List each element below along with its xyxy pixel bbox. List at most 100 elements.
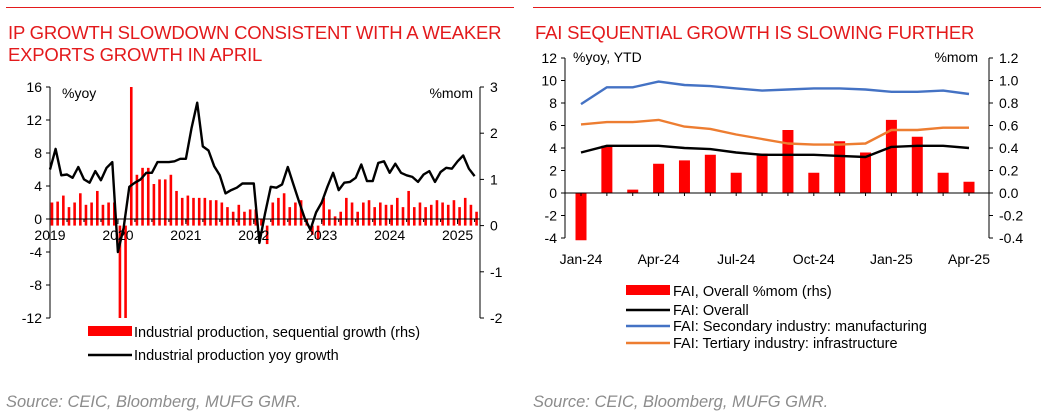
ip-mom-bar <box>446 204 450 226</box>
fai-chart-title: FAI SEQUENTIAL GROWTH IS SLOWING FURTHER <box>535 22 975 43</box>
legend-label-line: Industrial production yoy growth <box>134 348 339 364</box>
ip-mom-bar <box>373 207 376 226</box>
fai-mom-bar <box>885 119 897 193</box>
fai-mom-bar <box>834 141 846 193</box>
right-axis-label: %mom <box>934 49 978 65</box>
ip-mom-bar <box>452 200 456 226</box>
left-y-tick-label: -4 <box>545 230 558 246</box>
ip-mom-bar <box>435 200 439 226</box>
ip-mom-bar <box>50 202 54 226</box>
ip-chart-title: IP GROWTH SLOWDOWN CONSISTENT WITH A WEA… <box>8 22 502 65</box>
fai-mom-bar <box>704 154 716 193</box>
ip-mom-bar <box>158 179 161 226</box>
left-y-tick-label: 8 <box>549 95 557 111</box>
ip-mom-bar <box>463 197 467 226</box>
fai-mom-bar <box>627 189 639 193</box>
fai-mom-bar <box>860 152 872 193</box>
legend-swatch-bar <box>626 285 670 295</box>
right-y-tick-label: 0.6 <box>999 118 1019 134</box>
fai-growth-panel: FAI SEQUENTIAL GROWTH IS SLOWING FURTHER… <box>527 0 1047 419</box>
right-y-tick-label: 0 <box>490 218 498 234</box>
fai-mom-bar <box>756 153 768 193</box>
ip-mom-bar <box>118 225 122 318</box>
right-y-tick-label: -2 <box>490 310 503 326</box>
ip-mom-bar <box>441 202 444 226</box>
ip-mom-bar <box>226 207 229 226</box>
left-y-tick-label: 12 <box>26 112 42 128</box>
ip-mom-bar <box>395 197 399 226</box>
ip-mom-bar <box>79 193 82 226</box>
ip-mom-bar <box>271 202 275 226</box>
fai-mom-bar <box>937 172 949 193</box>
ip-mom-bar <box>328 209 331 226</box>
right-axis-label: %mom <box>429 85 473 101</box>
ip-mom-bar <box>254 209 258 226</box>
ip-mom-bar <box>299 200 303 226</box>
x-category-label: Oct-24 <box>793 251 835 267</box>
left-y-tick-label: 10 <box>541 73 557 89</box>
left-y-tick-label: -2 <box>545 208 558 224</box>
ip-mom-bar <box>197 197 201 226</box>
left-y-tick-label: 8 <box>34 145 42 161</box>
fai-mom-bar <box>808 172 820 193</box>
ip-mom-bar <box>458 207 461 226</box>
ip-mom-bar <box>169 174 173 226</box>
ip-mom-bar <box>152 184 156 226</box>
ip-yoy-line <box>48 101 476 254</box>
ip-mom-bar <box>163 179 167 226</box>
ip-mom-bar <box>192 197 195 226</box>
x-category-label: Apr-24 <box>638 251 680 267</box>
ip-mom-bar <box>294 202 297 226</box>
ip-growth-panel: IP GROWTH SLOWDOWN CONSISTENT WITH A WEA… <box>0 0 520 419</box>
x-category-label: Apr-25 <box>948 251 990 267</box>
right-y-tick-label: -0.2 <box>999 208 1023 224</box>
ip-mom-bar <box>265 225 269 245</box>
ip-mom-bar <box>101 204 105 226</box>
left-y-tick-label: 4 <box>549 140 557 156</box>
ip-mom-bar <box>401 207 405 226</box>
fai-growth-chart: -4 -2 0 2 4 6 8 10 12 -0.4 -0.2 0.0 0.2 0.4 0.6 0.8 1.0 1… <box>541 49 1023 352</box>
left-y-tick-label: 16 <box>26 79 42 95</box>
panel-top-rule <box>6 7 514 8</box>
right-y-tick-label: 0.4 <box>999 140 1019 156</box>
legend-label-line: FAI: Secondary industry: manufacturing <box>673 319 927 335</box>
ip-mom-bar <box>277 197 280 226</box>
left-y-tick-label: 0 <box>34 211 42 227</box>
ip-mom-bar <box>412 207 416 226</box>
ip-mom-bar <box>424 207 427 226</box>
left-y-tick-label: 12 <box>541 50 557 66</box>
fai-manufacturing-line <box>580 80 970 106</box>
ip-mom-bar <box>345 197 348 226</box>
ip-mom-bar <box>84 204 88 226</box>
x-category-label: Jan-24 <box>560 251 603 267</box>
ip-mom-bar <box>124 225 127 318</box>
ip-mom-bar <box>429 204 433 226</box>
right-y-tick-label: -0.4 <box>999 230 1023 246</box>
fai-mom-bar <box>782 130 794 193</box>
legend-label-line: FAI: Tertiary industry: infrastructure <box>673 336 898 352</box>
ip-mom-bar <box>67 207 71 226</box>
right-y-tick-label: 1.2 <box>999 50 1019 66</box>
ip-mom-bar <box>62 195 65 226</box>
right-y-tick-label: 3 <box>490 79 498 95</box>
ip-mom-bar <box>311 225 314 235</box>
ip-mom-bar <box>237 204 241 226</box>
ip-mom-bar <box>107 202 110 226</box>
x-year-label: 2021 <box>170 227 201 243</box>
right-y-tick-label: 2 <box>490 125 498 141</box>
ip-mom-bar <box>350 202 354 226</box>
legend-swatch-bar <box>88 326 132 336</box>
x-year-label: 2019 <box>34 227 65 243</box>
right-y-tick-label: 1.0 <box>999 73 1019 89</box>
ip-mom-bar <box>220 202 224 226</box>
left-y-tick-label: 0 <box>549 185 557 201</box>
fai-mom-bar <box>575 193 587 241</box>
fai-mom-bar <box>678 160 690 193</box>
left-axis-label: %yoy <box>62 85 96 101</box>
ip-mom-bar <box>146 167 150 226</box>
ip-mom-bar <box>56 201 59 226</box>
x-year-label: 2023 <box>306 227 337 243</box>
right-y-tick-label: 0.2 <box>999 163 1019 179</box>
ip-mom-bar <box>112 202 116 226</box>
